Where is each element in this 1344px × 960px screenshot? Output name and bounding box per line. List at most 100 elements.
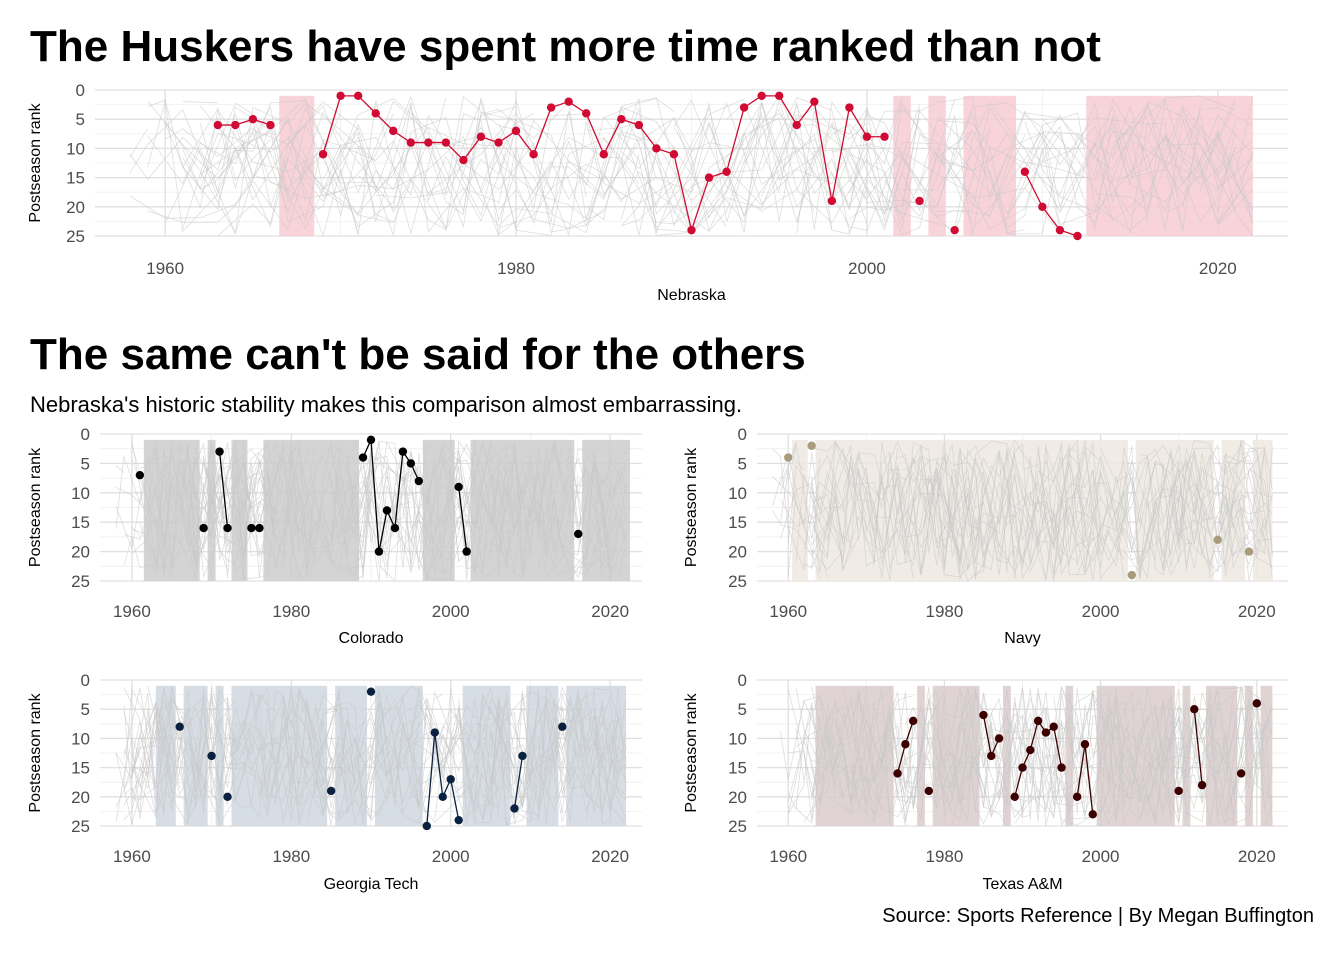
data-point xyxy=(358,453,368,462)
data-point xyxy=(389,126,398,136)
background-team-line xyxy=(780,446,1273,580)
data-point xyxy=(1080,740,1090,749)
data-point xyxy=(669,150,679,159)
series-segment xyxy=(725,107,745,172)
data-point xyxy=(247,523,256,533)
series-segment xyxy=(1076,744,1086,797)
series-segment xyxy=(603,118,622,155)
y-tick-label: 20 xyxy=(728,788,747,807)
data-point xyxy=(441,138,451,147)
background-team-line xyxy=(164,108,1254,230)
data-point xyxy=(476,132,486,141)
data-point xyxy=(255,523,264,533)
data-point xyxy=(529,150,538,159)
data-point xyxy=(1055,225,1065,235)
x-tick-label: 1980 xyxy=(925,847,963,866)
data-point xyxy=(1072,792,1082,801)
y-tick-label: 5 xyxy=(81,454,90,473)
unranked-span xyxy=(1245,685,1253,826)
background-team-line xyxy=(123,687,627,818)
series-segment xyxy=(462,136,482,161)
y-tick-label: 20 xyxy=(66,198,85,217)
background-team-line xyxy=(147,440,619,572)
data-point xyxy=(326,786,336,796)
data-point xyxy=(1127,570,1137,580)
series-segment xyxy=(218,451,229,529)
x-tick-label: 1960 xyxy=(113,847,151,866)
data-point xyxy=(784,453,793,462)
data-point xyxy=(1018,763,1027,772)
data-point xyxy=(213,120,223,130)
background-team-line xyxy=(131,686,627,824)
data-point xyxy=(739,103,749,112)
series-segment xyxy=(1053,726,1063,768)
background-team-line xyxy=(115,445,627,577)
background-team-line xyxy=(115,696,627,825)
y-tick-label: 10 xyxy=(71,729,90,748)
secondary-title: The same can't be said for the others xyxy=(30,330,806,379)
data-point xyxy=(1049,722,1058,731)
data-point xyxy=(687,225,696,235)
data-point xyxy=(336,91,345,101)
data-point xyxy=(223,523,232,533)
series-segment xyxy=(1084,744,1094,815)
data-point xyxy=(518,751,527,761)
series-segment xyxy=(1041,206,1061,231)
background-team-line xyxy=(147,99,1254,231)
data-point xyxy=(845,103,854,112)
data-point xyxy=(511,126,521,136)
background-team-line xyxy=(826,686,1273,827)
series-segment xyxy=(532,107,552,155)
data-point xyxy=(807,441,816,450)
data-point xyxy=(215,447,224,456)
background-team-line xyxy=(155,443,627,579)
background-team-line xyxy=(131,685,627,826)
y-tick-label: 25 xyxy=(66,227,85,246)
data-point xyxy=(987,751,996,761)
data-point xyxy=(231,120,240,130)
y-tick-label: 0 xyxy=(738,671,747,690)
y-tick-label: 5 xyxy=(738,454,747,473)
y-tick-label: 10 xyxy=(66,139,85,158)
background-team-line xyxy=(199,98,1184,233)
background-team-line xyxy=(147,442,603,581)
data-point xyxy=(459,155,468,165)
background-team-line xyxy=(780,467,1273,579)
data-point xyxy=(564,97,573,106)
y-axis-title: Postseason rank xyxy=(27,692,44,812)
data-point xyxy=(366,435,376,445)
series-segment xyxy=(848,107,868,138)
background-team-line xyxy=(123,688,627,826)
y-tick-label: 20 xyxy=(71,788,90,807)
background-team-line xyxy=(129,103,1201,234)
series-segment xyxy=(1193,709,1203,786)
x-tick-label: 1960 xyxy=(769,602,807,621)
data-point xyxy=(908,716,918,726)
data-point xyxy=(207,751,216,761)
data-point xyxy=(1033,716,1043,726)
background-team-line xyxy=(115,689,619,808)
data-point xyxy=(248,115,258,124)
background-team-line xyxy=(772,442,1265,581)
y-axis-title: Postseason rank xyxy=(27,102,44,222)
data-point xyxy=(438,792,447,801)
y-tick-label: 25 xyxy=(728,572,747,591)
data-point xyxy=(266,120,275,130)
unranked-span xyxy=(928,95,946,236)
background-team-line xyxy=(787,448,1265,582)
data-point xyxy=(722,167,731,176)
data-point xyxy=(1038,202,1047,211)
panel-colorado: 0 5 10 15 20 25 1960 1980 2000 2020 Colorado Postse… xyxy=(27,425,642,647)
x-tick-label: 2000 xyxy=(1082,847,1120,866)
data-point xyxy=(827,196,837,206)
data-point xyxy=(994,734,1004,743)
series-segment xyxy=(690,177,710,231)
series-segment xyxy=(458,486,468,552)
background-team-line xyxy=(123,688,627,819)
x-tick-label: 1960 xyxy=(769,847,807,866)
data-point xyxy=(462,547,471,556)
data-point xyxy=(371,109,380,118)
y-tick-label: 15 xyxy=(728,759,747,778)
background-team-line xyxy=(182,97,1254,237)
unranked-span xyxy=(215,685,224,826)
